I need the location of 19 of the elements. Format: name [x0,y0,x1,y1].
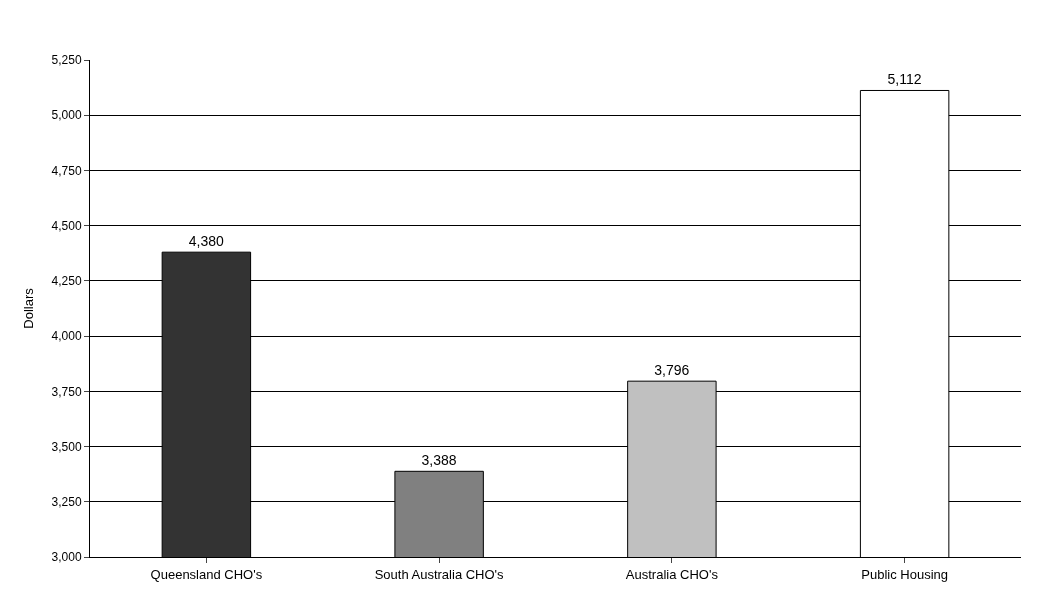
x-tick-label: South Australia CHO's [374,566,505,582]
data-label: 4,380 [188,233,224,250]
y-tick-label: 4,250 [51,274,82,289]
x-tick-label: Australia CHO's [625,566,719,582]
y-tick-label: 5,000 [51,108,82,123]
y-tick-label: 3,500 [51,439,82,454]
y-tick-label: 3,750 [51,384,82,399]
data-label: 3,388 [421,452,457,469]
y-tick-label: 3,250 [51,494,82,509]
y-tick-label: 4,750 [51,163,82,178]
data-label: 3,796 [654,362,690,379]
y-tick-label: 4,500 [51,218,82,233]
y-tick-label: 4,000 [51,329,82,344]
y-tick-label: 5,250 [51,53,82,68]
y-axis-title: Dollars [20,287,36,329]
x-tick-label: Queensland CHO's [150,566,263,582]
data-label: 5,112 [887,71,922,88]
y-tick-label: 3,000 [51,550,82,565]
x-tick-label: Public Housing [861,566,948,582]
